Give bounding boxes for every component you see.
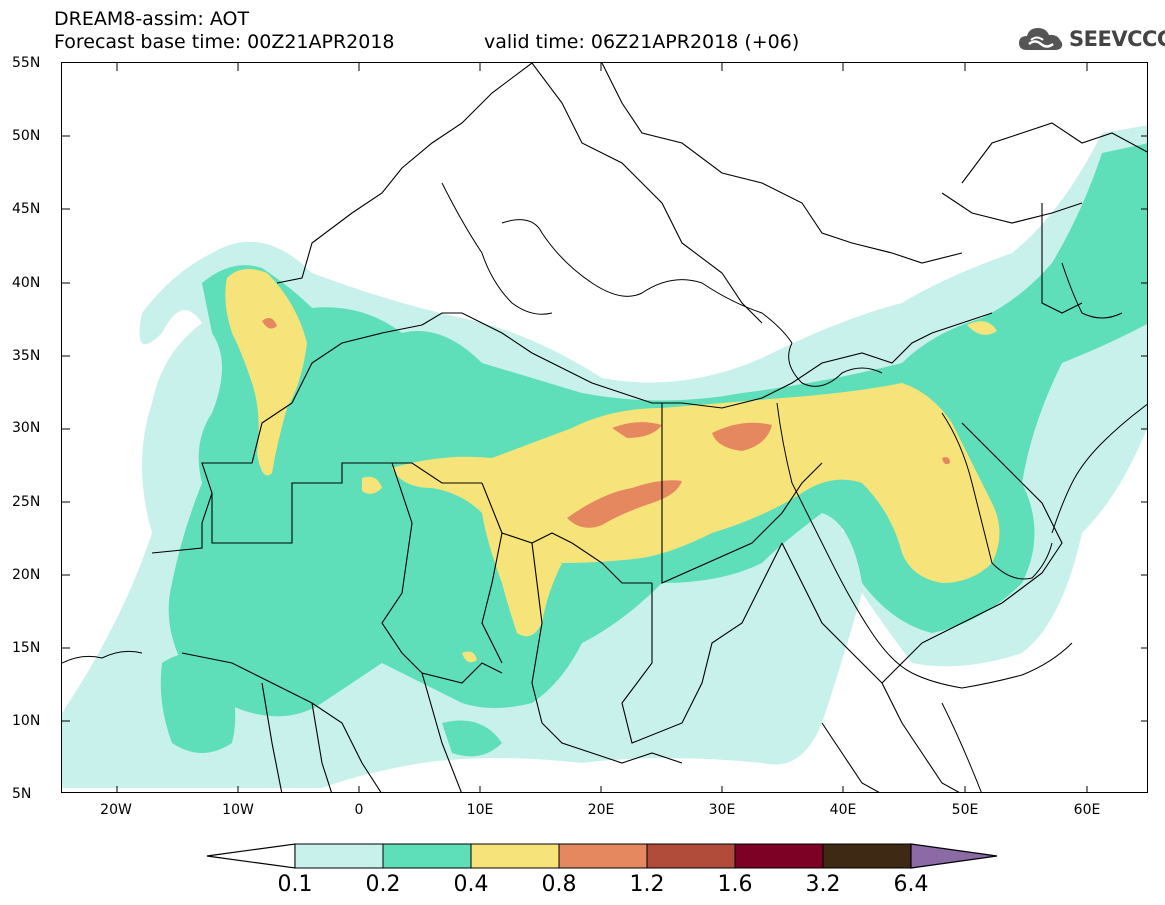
colorbar-bin-1.2-1.6: [646, 843, 736, 869]
valid-time: valid time: 06Z21APR2018 (+06): [484, 31, 800, 53]
lon-label-60e: 60E: [1073, 802, 1101, 818]
map-title: DREAM8-assim: AOT: [54, 8, 250, 30]
forecast-base-time: Forecast base time: 00Z21APR2018: [54, 31, 395, 53]
lat-label-20n: 20N: [12, 567, 41, 583]
colorbar-label: 3.2: [805, 872, 841, 897]
colorbar-label: 6.4: [893, 872, 929, 897]
coastlines: [62, 182, 1147, 792]
lat-label-55n: 55N: [12, 55, 41, 71]
lon-label-30e: 30E: [708, 802, 736, 818]
lat-label-10n: 10N: [12, 713, 41, 729]
colorbar-over-arrow: [910, 843, 998, 869]
lon-label-40e: 40E: [829, 802, 857, 818]
lon-label-20w: 20W: [100, 802, 132, 818]
lat-label-30n: 30N: [12, 420, 41, 436]
colorbar-bin-0.2-0.4: [382, 843, 472, 869]
colorbar-label: 1.2: [629, 872, 665, 897]
seevccc-logo: SEEVCCC: [1017, 24, 1165, 54]
colorbar-under-arrow: [206, 843, 296, 869]
colorbar-label: 0.1: [277, 872, 313, 897]
lon-label-20e: 20E: [587, 802, 615, 818]
colorbar-bin-3.2-6.4: [822, 843, 912, 869]
map-panel[interactable]: [61, 62, 1148, 793]
colorbar-label: 0.4: [453, 872, 489, 897]
cloud-icon: [1019, 28, 1063, 50]
colorbar-label: 0.8: [541, 872, 577, 897]
lat-label-15n: 15N: [12, 640, 41, 656]
frame-ticks: [62, 63, 1147, 792]
colorbar-bin-0.4-0.8: [470, 843, 560, 869]
colorbar-label: 1.6: [717, 872, 753, 897]
logo-text: SEEVCCC: [1069, 27, 1165, 51]
lon-label-0: 0: [354, 802, 364, 818]
colorbar-bin-0.8-1.2: [558, 843, 648, 869]
aot-map: [62, 63, 1147, 792]
colorbar-bin-0.1-0.2: [294, 843, 384, 869]
country-borders: [151, 63, 1147, 792]
lon-label-10e: 10E: [466, 802, 494, 818]
lat-label-40n: 40N: [12, 275, 41, 291]
lon-label-50e: 50E: [951, 802, 979, 818]
colorbar-label: 0.2: [365, 872, 401, 897]
lat-label-5n: 5N: [12, 786, 32, 802]
aot-colorbar: [206, 843, 998, 869]
aot-band-high: [225, 269, 1000, 663]
lat-label-25n: 25N: [12, 494, 41, 510]
lat-label-45n: 45N: [12, 201, 41, 217]
aot-band-very-high: [262, 317, 950, 528]
lon-label-10w: 10W: [222, 802, 254, 818]
lat-label-50n: 50N: [12, 128, 41, 144]
colorbar-bin-1.6-3.2: [734, 843, 824, 869]
lat-label-35n: 35N: [12, 348, 41, 364]
